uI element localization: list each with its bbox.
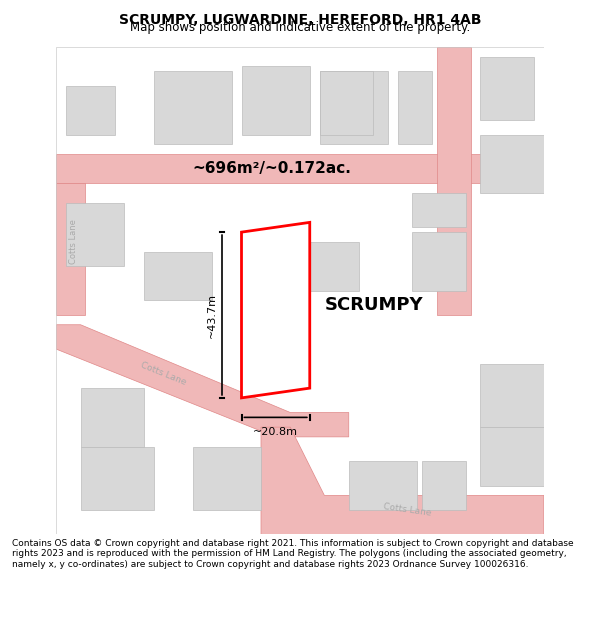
Text: SCRUMPY: SCRUMPY	[325, 296, 423, 314]
Text: Cotts Lane: Cotts Lane	[139, 360, 188, 387]
Polygon shape	[80, 447, 154, 510]
Polygon shape	[66, 203, 124, 266]
Polygon shape	[481, 134, 544, 193]
Polygon shape	[80, 388, 144, 447]
Polygon shape	[320, 71, 388, 144]
Polygon shape	[300, 242, 359, 291]
Text: Cotts Lane: Cotts Lane	[383, 502, 432, 518]
Polygon shape	[412, 193, 466, 228]
Text: Contains OS data © Crown copyright and database right 2021. This information is : Contains OS data © Crown copyright and d…	[12, 539, 574, 569]
Polygon shape	[241, 222, 310, 398]
Polygon shape	[437, 47, 470, 315]
Text: ~43.7m: ~43.7m	[207, 292, 217, 338]
Polygon shape	[320, 71, 373, 134]
Text: Cotts Lane: Cotts Lane	[69, 219, 78, 264]
Polygon shape	[481, 364, 544, 427]
Polygon shape	[412, 232, 466, 291]
Polygon shape	[193, 447, 261, 510]
Polygon shape	[481, 57, 534, 120]
Polygon shape	[398, 71, 431, 144]
Polygon shape	[481, 427, 544, 486]
Polygon shape	[56, 154, 544, 183]
Polygon shape	[241, 66, 310, 134]
Text: ~20.8m: ~20.8m	[253, 427, 298, 437]
Polygon shape	[154, 71, 232, 144]
Polygon shape	[261, 427, 544, 534]
Polygon shape	[144, 252, 212, 301]
Polygon shape	[56, 325, 349, 437]
Polygon shape	[349, 461, 417, 510]
Text: ~696m²/~0.172ac.: ~696m²/~0.172ac.	[193, 161, 352, 176]
Polygon shape	[56, 183, 85, 315]
Text: SCRUMPY, LUGWARDINE, HEREFORD, HR1 4AB: SCRUMPY, LUGWARDINE, HEREFORD, HR1 4AB	[119, 13, 481, 27]
Text: Map shows position and indicative extent of the property.: Map shows position and indicative extent…	[130, 21, 470, 34]
Polygon shape	[422, 461, 466, 510]
Polygon shape	[66, 86, 115, 134]
